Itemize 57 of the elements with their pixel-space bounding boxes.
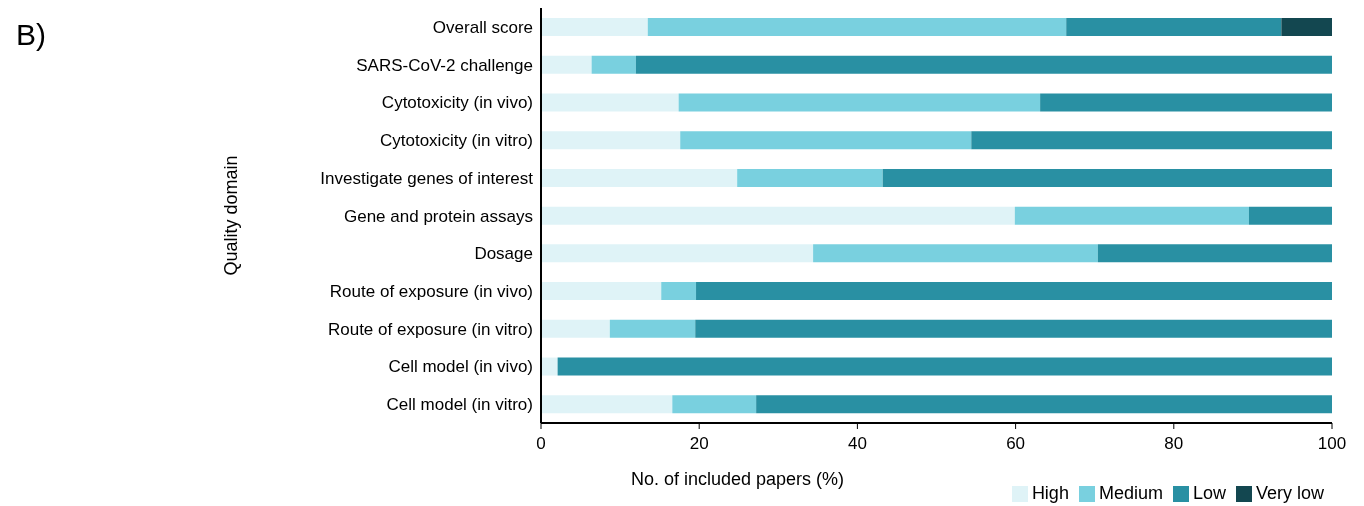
bar bbox=[557, 357, 1332, 376]
bar bbox=[635, 55, 1332, 74]
bar bbox=[541, 18, 648, 36]
bar bbox=[647, 18, 1067, 36]
bar bbox=[541, 55, 592, 74]
bar bbox=[541, 319, 610, 338]
bar bbox=[661, 282, 697, 301]
bar bbox=[756, 395, 1332, 414]
bar bbox=[1248, 206, 1332, 225]
x-tick-label: 100 bbox=[1317, 434, 1347, 454]
text: B) bbox=[16, 18, 46, 52]
bar bbox=[541, 131, 681, 150]
y-tick-label: Route of exposure (in vitro) bbox=[327, 319, 533, 339]
y-tick-label: Cell model (in vivo) bbox=[388, 357, 533, 377]
bar bbox=[609, 319, 696, 338]
bar bbox=[1097, 244, 1332, 263]
bar bbox=[541, 244, 814, 263]
y-tick-label: Cytotoxicity (in vivo) bbox=[381, 93, 533, 113]
legend-label: Medium bbox=[1098, 483, 1163, 503]
bar bbox=[1014, 206, 1249, 225]
y-tick-label: Investigate genes of interest bbox=[320, 168, 534, 188]
x-tick-label: 0 bbox=[536, 434, 546, 454]
bar bbox=[591, 55, 636, 74]
bar bbox=[696, 282, 1332, 301]
bar bbox=[1066, 18, 1282, 36]
x-tick-label: 20 bbox=[689, 434, 709, 454]
bar bbox=[695, 319, 1332, 338]
bar bbox=[678, 93, 1041, 112]
bar bbox=[672, 395, 757, 414]
bar bbox=[541, 206, 1015, 225]
bar bbox=[813, 244, 1098, 263]
bar bbox=[541, 93, 679, 112]
legend-label: Very low bbox=[1255, 483, 1324, 503]
bar bbox=[1040, 93, 1332, 112]
y-axis-title: Quality domain bbox=[221, 155, 242, 276]
x-axis-title: No. of included papers (%) bbox=[631, 469, 845, 489]
y-tick-label: Route of exposure (in vivo) bbox=[329, 281, 533, 301]
y-tick-label: SARS-CoV-2 challenge bbox=[356, 55, 533, 75]
bar bbox=[541, 395, 673, 414]
x-tick-label: 60 bbox=[1006, 434, 1026, 454]
x-tick-label: 80 bbox=[1164, 434, 1184, 454]
y-tick-label: Dosage bbox=[474, 244, 533, 264]
bar bbox=[971, 131, 1332, 150]
legend-label: High bbox=[1031, 483, 1069, 503]
y-tick-label: Overall score bbox=[432, 17, 533, 37]
bar bbox=[1281, 18, 1332, 36]
bar bbox=[541, 282, 662, 301]
bar bbox=[680, 131, 972, 150]
y-tick-label: Cell model (in vitro) bbox=[386, 395, 533, 415]
bar bbox=[541, 168, 738, 187]
y-tick-label: Cytotoxicity (in vitro) bbox=[379, 131, 533, 151]
bar bbox=[882, 168, 1332, 187]
y-tick-label: Gene and protein assays bbox=[343, 206, 533, 226]
bar bbox=[541, 357, 558, 376]
bar bbox=[737, 168, 883, 187]
x-tick-label: 40 bbox=[847, 434, 867, 454]
legend-label: Low bbox=[1192, 483, 1226, 503]
